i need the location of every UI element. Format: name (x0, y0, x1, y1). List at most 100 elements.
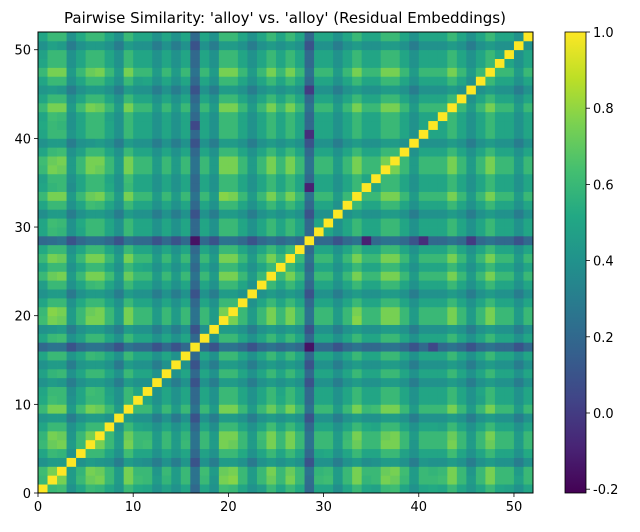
heatmap-cell (152, 404, 163, 414)
heatmap-cell (475, 235, 486, 246)
heatmap-cell (342, 120, 353, 130)
heatmap-cell (447, 368, 458, 379)
heatmap-cell (295, 439, 305, 450)
heatmap-cell (523, 448, 534, 458)
heatmap-cell (390, 324, 401, 334)
heatmap-cell (418, 351, 429, 361)
heatmap-cell (47, 386, 58, 396)
heatmap-cell (399, 404, 410, 414)
heatmap-cell (95, 280, 106, 290)
heatmap-cell (428, 484, 439, 494)
heatmap-cell (295, 76, 305, 86)
heatmap-cell (466, 94, 477, 104)
heatmap-cell (285, 227, 296, 237)
heatmap-cell (66, 430, 77, 441)
heatmap-cell (285, 448, 296, 458)
heatmap-cell (38, 85, 48, 95)
heatmap-cell (504, 164, 515, 175)
heatmap-cell (333, 448, 344, 458)
heatmap-cell (266, 182, 277, 192)
heatmap-cell (323, 209, 334, 219)
heatmap-cell (266, 156, 277, 166)
heatmap-cell (390, 413, 401, 423)
heatmap-cell (190, 475, 201, 485)
heatmap-cell (76, 209, 86, 219)
heatmap-cell (466, 430, 477, 441)
heatmap-cell (57, 368, 67, 379)
heatmap-cell (447, 422, 458, 432)
heatmap-cell (285, 368, 296, 379)
heatmap-cell (390, 173, 401, 184)
heatmap-cell (285, 413, 296, 423)
heatmap-cell (447, 244, 458, 255)
heatmap-cell (380, 94, 391, 104)
heatmap-cell (314, 253, 324, 263)
heatmap-cell (485, 386, 496, 396)
heatmap-cell (437, 129, 448, 139)
heatmap-cell (85, 58, 96, 68)
heatmap-cell (371, 324, 382, 334)
heatmap-cell (275, 351, 286, 361)
heatmap-cell (275, 439, 286, 450)
heatmap-cell (437, 58, 448, 68)
heatmap-cell (38, 164, 48, 175)
heatmap-cell (513, 457, 524, 467)
heatmap-cell (485, 289, 496, 299)
heatmap-cell (475, 120, 486, 130)
heatmap-cell (76, 102, 86, 113)
heatmap-cell (104, 448, 115, 458)
heatmap-cell (275, 120, 286, 130)
heatmap-cell (76, 351, 86, 361)
heatmap-cell (380, 395, 391, 405)
heatmap-cell (523, 395, 534, 405)
y-tick-label: 0 (23, 487, 31, 502)
heatmap-cell (247, 235, 258, 246)
heatmap-cell (456, 448, 467, 458)
heatmap-cell (428, 324, 439, 334)
heatmap-cell (390, 457, 401, 467)
heatmap-cell (171, 306, 182, 317)
heatmap-cell (133, 111, 144, 122)
heatmap-cell (428, 173, 439, 184)
heatmap-cell (218, 164, 229, 175)
heatmap-cell (304, 40, 315, 51)
heatmap-cell (152, 439, 163, 450)
heatmap-cell (104, 439, 115, 450)
heatmap-cell (418, 49, 429, 59)
heatmap-cell (95, 49, 106, 59)
heatmap-cell (456, 439, 467, 450)
heatmap-cell (390, 67, 401, 77)
heatmap-cell (237, 182, 248, 192)
heatmap-cell (237, 422, 248, 432)
heatmap-cell (123, 475, 134, 485)
heatmap-cell (485, 85, 496, 95)
heatmap-cell (266, 235, 277, 246)
heatmap-cell (361, 111, 372, 122)
heatmap-cell (228, 413, 239, 423)
heatmap-cell (47, 262, 58, 272)
heatmap-cell (342, 448, 353, 458)
heatmap-cell (456, 342, 467, 352)
heatmap-cell (123, 49, 134, 59)
heatmap-cell (304, 342, 315, 352)
heatmap-cell (123, 324, 134, 334)
heatmap-cell (504, 32, 515, 42)
heatmap-cell (466, 271, 477, 281)
heatmap-cell (256, 102, 267, 113)
heatmap-cell (152, 377, 163, 388)
heatmap-cell (161, 439, 172, 450)
heatmap-cell (428, 262, 439, 272)
heatmap-cell (275, 448, 286, 458)
heatmap-cell (237, 289, 248, 299)
heatmap-cell (285, 262, 296, 272)
heatmap-cell (275, 333, 286, 343)
heatmap-cell (361, 40, 372, 51)
heatmap-cell (256, 404, 267, 414)
heatmap-cell (199, 484, 210, 494)
heatmap-cell (85, 386, 96, 396)
heatmap-cell (161, 49, 172, 59)
heatmap-cell (190, 111, 201, 122)
heatmap-cell (352, 422, 363, 432)
heatmap-cell (504, 306, 515, 317)
heatmap-cell (218, 235, 229, 246)
